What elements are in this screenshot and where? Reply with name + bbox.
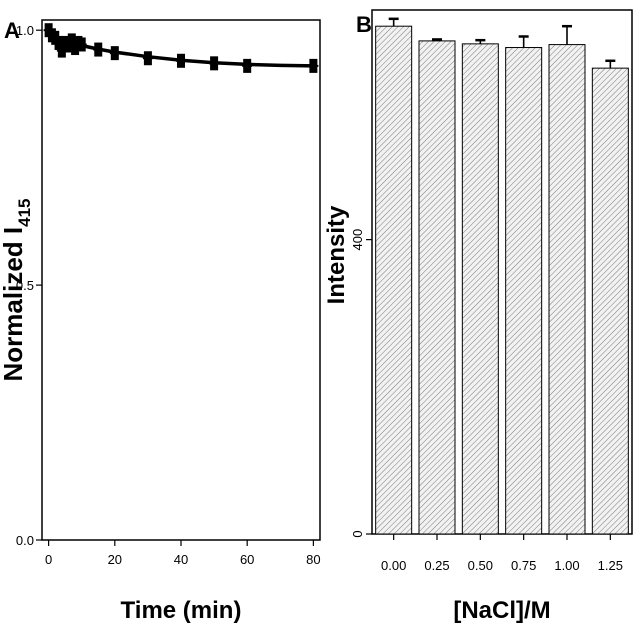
panel-b-bars (375, 25, 629, 535)
panel-b-bar (461, 43, 499, 535)
panel-a-y-tick-label: 0.0 (16, 533, 34, 548)
panel-a-y-tick-label: 1.0 (16, 23, 34, 38)
panel-b-error-bars (388, 17, 616, 69)
panel-a-data-points (43, 23, 319, 73)
panel-b-x-tick-label: 0.50 (468, 558, 493, 573)
panel-b-bar (548, 44, 586, 535)
panel-b-y-tick-label: 400 (350, 229, 365, 251)
panel-b-x-tick-label: 1.00 (554, 558, 579, 573)
panel-b-bar (375, 25, 413, 535)
panel-b-error-bar (388, 17, 399, 27)
panel-a-data-point (93, 42, 104, 57)
panel-a-y-axis-title: Normalized I415 (0, 199, 34, 382)
panel-b-error-bar (518, 35, 529, 48)
panel-b-error-bar (562, 24, 572, 45)
panel-b-axis-ticks: 0.00 0.25 0.50 0.75 1.00 1.25 0 400 (350, 229, 623, 573)
panel-b-bar (418, 40, 456, 535)
panel-b-error-bar (432, 38, 442, 41)
panel-b-plot-frame (371, 9, 633, 535)
panel-a-x-tick-label: 0 (45, 552, 52, 567)
panel-a-x-axis-title: Time (min) (121, 597, 242, 624)
panel-a-data-point (308, 58, 319, 73)
panel-a-x-tick-label: 60 (240, 552, 254, 567)
panel-a-x-tick-label: 80 (306, 552, 320, 567)
panel-b-bar (505, 47, 543, 535)
panel-b-y-tick-label: 0 (350, 530, 365, 537)
panel-a-letter: A (4, 18, 20, 43)
panel-b-x-tick-label: 0.25 (424, 558, 449, 573)
panel-a-x-tick-label: 20 (108, 552, 122, 567)
panel-b-letter: B (356, 12, 372, 37)
panel-a-chart: A 0 20 40 60 80 0.0 0.5 1.0 Time (min) Normaliz… (0, 18, 321, 624)
panel-b-x-axis-title: [NaCl]/M (453, 597, 550, 624)
panel-a-data-point (109, 46, 120, 61)
panel-a-data-point (209, 56, 220, 71)
panel-b-error-bar (605, 59, 616, 69)
panel-b-x-tick-label: 0.75 (511, 558, 536, 573)
panel-a-axis-ticks: 0 20 40 60 80 0.0 0.5 1.0 (16, 23, 321, 567)
panel-a-data-point (242, 58, 253, 73)
panel-b-y-axis-title: Intensity (323, 205, 350, 304)
panel-a-data-point (142, 51, 153, 66)
panel-a-x-tick-label: 40 (174, 552, 188, 567)
panel-a-data-point (176, 53, 186, 68)
panel-b-x-tick-label: 0.00 (381, 558, 406, 573)
panel-a-y-axis-title-main: Normalized I (0, 227, 28, 382)
panel-a-y-axis-title-subscript: 415 (15, 199, 34, 227)
panel-b-error-bar (475, 38, 486, 44)
panel-a-plot-frame (41, 19, 321, 541)
panel-a-data-point (76, 37, 87, 52)
panel-b-bar (591, 67, 629, 535)
panel-a-y-tick-label: 0.5 (16, 278, 34, 293)
panel-b-x-tick-label: 1.25 (598, 558, 623, 573)
